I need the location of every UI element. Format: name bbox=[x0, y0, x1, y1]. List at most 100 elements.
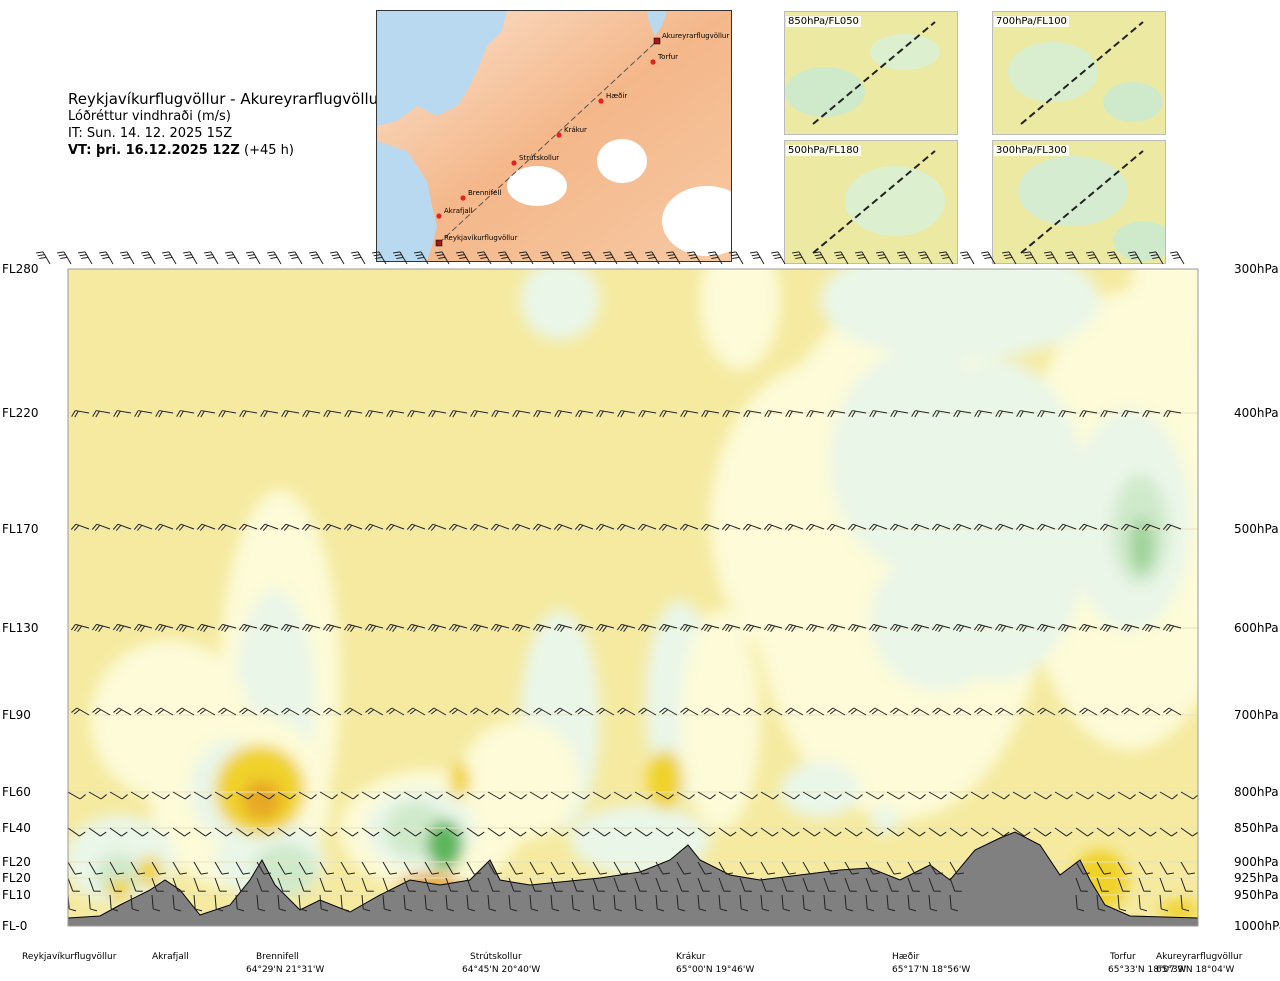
wind-barb bbox=[784, 523, 804, 531]
station-name: Brennifell bbox=[256, 952, 299, 962]
map-700[interactable]: 700hPa/FL100 bbox=[992, 11, 1166, 135]
station-coord: 65°39'N 18°04'W bbox=[1156, 965, 1234, 975]
wind-barb bbox=[1141, 523, 1161, 531]
wind-barb bbox=[655, 894, 665, 912]
wind-barb bbox=[742, 523, 762, 531]
pressure-tick-label: 700hPa bbox=[1234, 708, 1279, 722]
wind-barb bbox=[974, 410, 993, 418]
wind-barb bbox=[424, 877, 437, 892]
wind-barb bbox=[1075, 791, 1094, 800]
airport-marker bbox=[653, 37, 661, 45]
map-500-label: 500hPa/FL180 bbox=[786, 145, 861, 156]
wind-barb bbox=[109, 877, 122, 892]
wind-barb bbox=[550, 861, 565, 875]
map-850-label: 850hPa/FL050 bbox=[786, 16, 861, 27]
wind-barb bbox=[659, 707, 678, 716]
wind-barb bbox=[134, 707, 153, 716]
wind-barb bbox=[613, 827, 632, 837]
wind-barb bbox=[109, 861, 124, 875]
wind-barb bbox=[844, 894, 854, 912]
wind-barb bbox=[533, 707, 552, 716]
fjord-north bbox=[647, 11, 667, 36]
wind-field-blob bbox=[427, 820, 463, 870]
wind-barb bbox=[575, 707, 594, 716]
wind-barb bbox=[634, 861, 649, 875]
wind-barb bbox=[847, 623, 867, 633]
wind-barb bbox=[806, 707, 825, 716]
wind-field-blob bbox=[460, 720, 580, 840]
wind-barb bbox=[763, 623, 783, 633]
wind-barb bbox=[151, 827, 170, 837]
wind-barb bbox=[130, 861, 145, 875]
wind-barb bbox=[550, 827, 569, 837]
wind-barb bbox=[71, 410, 90, 418]
wind-barb bbox=[1159, 791, 1178, 800]
wind-barb bbox=[508, 894, 518, 912]
wind-barb bbox=[385, 623, 405, 633]
wind-barb bbox=[1142, 707, 1161, 716]
wind-barb bbox=[302, 707, 321, 716]
fl-tick-label: FL40 bbox=[2, 821, 31, 835]
wind-barb bbox=[701, 707, 720, 716]
top-wind-barb bbox=[1002, 251, 1017, 265]
wind-barb bbox=[571, 877, 584, 892]
wind-barb bbox=[259, 623, 279, 633]
wind-barb bbox=[365, 410, 384, 418]
wind-barb bbox=[655, 877, 668, 892]
map-500[interactable]: 500hPa/FL180 bbox=[784, 140, 958, 264]
wind-barb bbox=[403, 861, 418, 875]
wind-barb bbox=[995, 707, 1014, 716]
top-wind-barb bbox=[498, 251, 513, 265]
plot-frame bbox=[67, 268, 1199, 927]
top-wind-barb bbox=[435, 251, 450, 265]
pressure-tick-label: 300hPa bbox=[1234, 262, 1279, 276]
wind-barb bbox=[848, 707, 867, 716]
wind-barb bbox=[973, 523, 993, 531]
wind-barb bbox=[970, 791, 989, 800]
wind-field-blob bbox=[700, 269, 780, 370]
wind-barb bbox=[68, 528, 69, 529]
wind-barb bbox=[907, 894, 917, 912]
top-wind-barb bbox=[1128, 251, 1143, 265]
wind-barb bbox=[1120, 523, 1140, 531]
wind-field-blob bbox=[780, 762, 860, 818]
wind-barb bbox=[235, 861, 250, 875]
wind-barb bbox=[1075, 877, 1088, 892]
route-map[interactable]: Akureyrarflugvöllur Torfur Hæðir Krákur Strú… bbox=[376, 10, 732, 262]
wind-barb bbox=[172, 894, 182, 912]
wind-barb bbox=[550, 877, 563, 892]
top-wind-barb bbox=[624, 251, 639, 265]
wind-barb bbox=[826, 623, 846, 633]
top-wind-barb bbox=[141, 251, 156, 265]
wind-barb bbox=[952, 523, 972, 531]
wind-barb bbox=[1015, 623, 1035, 633]
wind-barb bbox=[953, 410, 972, 418]
waypoint-label: Akureyrarflugvöllur bbox=[662, 32, 729, 40]
wind-barb bbox=[827, 707, 846, 716]
wind-barb bbox=[1180, 827, 1198, 837]
wind-barb bbox=[907, 861, 922, 875]
terrain-profile bbox=[68, 831, 1198, 926]
map-300[interactable]: 300hPa/FL300 bbox=[992, 140, 1166, 264]
wind-barb bbox=[1033, 827, 1052, 837]
wind-barb bbox=[613, 791, 632, 800]
wind-barb bbox=[781, 894, 791, 912]
wind-barb bbox=[994, 523, 1014, 531]
wind-barb bbox=[1117, 861, 1132, 875]
valid-time-line: VT: þri. 16.12.2025 12Z (+45 h) bbox=[68, 142, 388, 159]
top-wind-barb bbox=[645, 251, 660, 265]
waypoint-label: Krákur bbox=[564, 126, 587, 134]
wind-barb bbox=[634, 827, 653, 837]
wind-barb bbox=[1138, 861, 1153, 875]
wind-barb bbox=[1012, 827, 1031, 837]
wind-barb bbox=[529, 877, 542, 892]
map-850[interactable]: 850hPa/FL050 bbox=[784, 11, 958, 135]
wind-barb bbox=[931, 623, 951, 633]
wind-barb bbox=[361, 894, 371, 912]
wind-barb bbox=[613, 894, 623, 912]
wind-barb bbox=[634, 791, 653, 800]
wind-barb bbox=[508, 877, 521, 892]
wind-field-blob bbox=[820, 269, 1100, 360]
map-700-label: 700hPa/FL100 bbox=[994, 16, 1069, 27]
wind-barb bbox=[1180, 861, 1195, 875]
